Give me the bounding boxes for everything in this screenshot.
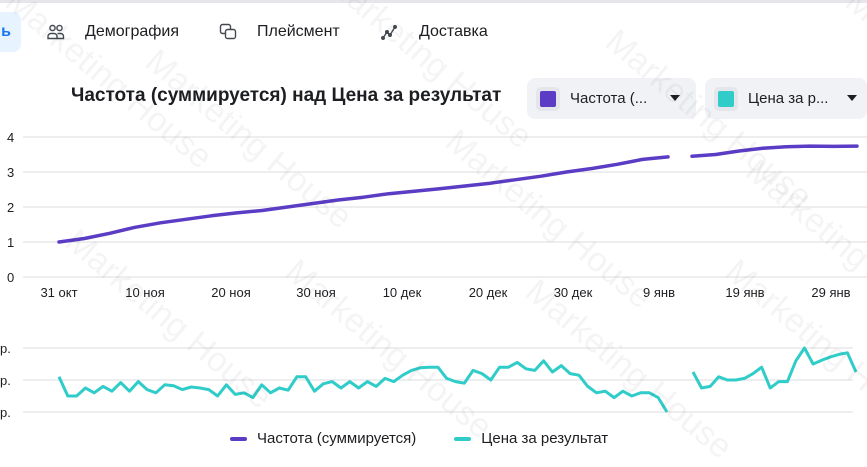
delivery-trend-icon: [380, 22, 400, 42]
tab-demographics-label: Демография: [85, 23, 180, 40]
legend-label-cost: Цена за результат: [481, 430, 609, 447]
color-swatch-frame: [714, 86, 738, 111]
frequency-x-axis: 31 окт 10 ноя 20 ноя 30 ноя 10 дек 20 дек 30 д…: [40, 285, 850, 300]
caret-down-icon: [670, 95, 680, 101]
svg-text:10 ноя: 10 ноя: [125, 285, 165, 300]
svg-text:4: 4: [7, 130, 14, 145]
tab-active[interactable]: ь: [0, 12, 21, 52]
svg-text:9 янв: 9 янв: [643, 285, 675, 300]
tab-demographics[interactable]: Демография: [46, 22, 179, 42]
caret-down-icon: [847, 95, 857, 101]
frequency-y-axis: 4 3 2 1 0: [7, 130, 14, 285]
svg-text:р.: р.: [0, 373, 11, 388]
breakdown-tabs: ь Демография Плейсмент Дос: [0, 10, 867, 52]
svg-text:19 янв: 19 янв: [725, 285, 764, 300]
chart-title: Частота (суммируется) над Цена за резуль…: [71, 85, 502, 106]
tab-delivery[interactable]: Доставка: [380, 22, 488, 42]
svg-text:р.: р.: [0, 341, 11, 356]
people-icon: [46, 22, 66, 42]
metric-selector-cost-label: Цена за р...: [748, 90, 829, 107]
charts-canvas: 4 3 2 1 0 31 окт 10 ноя 20 ноя 30 ноя 10 дек…: [0, 130, 867, 420]
placement-icon: [218, 22, 238, 42]
legend-swatch-cost: [454, 436, 472, 441]
svg-text:10 дек: 10 дек: [383, 285, 422, 300]
frequency-chart-grid: [23, 136, 867, 278]
svg-text:30 дек: 30 дек: [554, 285, 593, 300]
cost-line: [57, 346, 858, 413]
legend-item-cost[interactable]: Цена за результат: [454, 430, 608, 447]
metric-selector-frequency[interactable]: Частота (...: [527, 78, 696, 119]
svg-text:0: 0: [7, 270, 14, 285]
svg-text:31 окт: 31 окт: [40, 285, 77, 300]
tab-placement-label: Плейсмент: [257, 23, 340, 40]
metric-selector-cost-per-result[interactable]: Цена за р...: [705, 78, 867, 119]
cost-y-axis: р. р. р.: [0, 341, 11, 420]
svg-text:29 янв: 29 янв: [811, 285, 850, 300]
metric-selector-frequency-label: Частота (...: [570, 90, 648, 107]
tab-active-label: ь: [1, 23, 11, 40]
svg-text:р.: р.: [0, 405, 11, 420]
tab-delivery-label: Доставка: [419, 23, 488, 40]
legend-item-frequency[interactable]: Частота (суммируется): [230, 430, 416, 447]
svg-text:3: 3: [7, 165, 14, 180]
svg-text:20 ноя: 20 ноя: [211, 285, 251, 300]
frequency-color-swatch: [540, 90, 556, 107]
svg-text:1: 1: [7, 235, 14, 250]
chart-legend: Частота (суммируется) Цена за результат: [230, 430, 646, 447]
cost-color-swatch: [718, 90, 734, 107]
svg-text:2: 2: [7, 200, 14, 215]
legend-swatch-frequency: [230, 436, 247, 441]
svg-text:30 ноя: 30 ноя: [296, 285, 336, 300]
svg-text:20 дек: 20 дек: [469, 285, 508, 300]
frequency-line: [57, 144, 859, 244]
color-swatch-frame: [536, 86, 560, 111]
top-divider: [0, 0, 867, 3]
legend-label-frequency: Частота (суммируется): [257, 430, 417, 447]
tab-placement[interactable]: Плейсмент: [218, 22, 340, 42]
